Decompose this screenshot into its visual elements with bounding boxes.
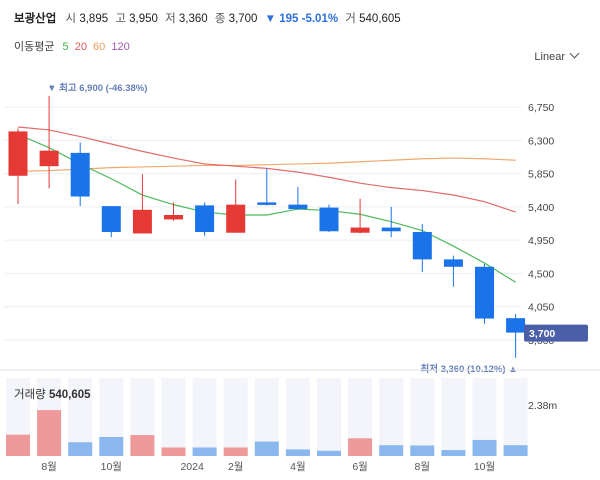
price-tick-label: 5,850 [528, 169, 554, 181]
volume-bar-bg [379, 378, 404, 456]
volume-bar [503, 445, 528, 456]
volume-bar-bg [503, 378, 528, 456]
price-tick-label: 5,400 [528, 202, 554, 214]
volume-bar [379, 445, 404, 456]
volume-bar [254, 441, 279, 456]
price-tick-label: 6,300 [528, 135, 554, 147]
candle-body [164, 214, 183, 220]
volume-bar-bg [161, 378, 186, 456]
candle-body [319, 207, 339, 232]
ma60-line [17, 157, 516, 172]
volume-bar [161, 447, 186, 456]
volume-bar-bg [410, 378, 435, 456]
moving-average-legend: 이동평균 5 20 60 120 [14, 38, 133, 54]
close-label: 종 [214, 13, 226, 25]
volume-value: 540,605 [359, 13, 401, 25]
volume-bar-bg [254, 378, 279, 456]
close-price: 3,700 [228, 13, 258, 25]
open-price: 3,895 [79, 13, 109, 25]
candle-body [475, 266, 494, 319]
volume-bar [6, 434, 30, 456]
volume-bar-bg [192, 378, 217, 456]
x-axis-label: 2024 [180, 461, 204, 473]
stock-name: 보광산업 [14, 13, 57, 25]
volume-bar [223, 447, 248, 456]
volume-bar-bg [223, 378, 248, 456]
stock-header: 보광산업 시 3,895 고 3,950 저 3,360 종 3,700 ▼ 1… [14, 10, 405, 26]
candle-body [506, 318, 526, 333]
candle-body [350, 227, 370, 233]
ma-legend-60[interactable]: 60 [93, 41, 106, 53]
volume-bar [285, 449, 310, 456]
current-price-tag [524, 324, 588, 342]
volume-bar [99, 436, 124, 456]
x-axis-label: 4월 [290, 461, 306, 473]
min-price-annotation: 최저 3,360 (10.12%) ▲ [420, 363, 517, 375]
x-axis-label: 2월 [228, 461, 244, 473]
volume-bar-bg [317, 378, 341, 456]
volume-bar [410, 445, 435, 456]
candle-body [443, 259, 463, 267]
open-label: 시 [65, 13, 77, 25]
ma-legend-title: 이동평균 [14, 41, 55, 53]
candle-body [70, 152, 90, 197]
candle-body [132, 209, 152, 234]
volume-bar [37, 410, 62, 456]
change-amount: 195 [279, 13, 299, 25]
price-tick-label: 4,050 [528, 302, 554, 314]
candle-body [39, 150, 59, 167]
volume-label: 거 [345, 13, 356, 25]
volume-bar [317, 450, 341, 456]
current-price-tag-label: 3,700 [529, 328, 555, 340]
candle-body [226, 204, 246, 233]
low-price: 3,360 [178, 13, 208, 25]
change-percent: -5.01% [301, 13, 339, 25]
volume-bar-bg [441, 378, 466, 456]
volume-bar [441, 450, 466, 456]
price-tick-label: 4,500 [528, 268, 554, 280]
ma-legend-120[interactable]: 120 [111, 41, 130, 53]
volume-axis-label: 2.38m [528, 400, 557, 412]
candle-body [412, 232, 432, 260]
candle-body [101, 206, 121, 233]
change-down-icon: ▼ [264, 13, 277, 25]
x-axis-label: 8월 [41, 461, 57, 473]
candle-body [8, 131, 28, 176]
volume-title: 거래량 540,605 [14, 386, 91, 402]
low-label: 저 [165, 13, 176, 25]
x-axis-label: 10월 [101, 461, 122, 473]
price-tick-label: 6,750 [528, 102, 554, 114]
volume-bar [348, 438, 373, 456]
high-label: 고 [115, 13, 126, 25]
candle-body [288, 204, 308, 210]
volume-bar [130, 435, 155, 456]
ma-legend-20[interactable]: 20 [74, 41, 87, 53]
max-price-annotation: ▼ 최고 6,900 (-46.38%) [47, 82, 147, 94]
candle-body [381, 227, 401, 232]
price-tick-label: 4,950 [528, 235, 554, 247]
x-axis-label: 6월 [352, 461, 368, 473]
candle-body [257, 202, 277, 205]
volume-bar [472, 439, 497, 456]
volume-title-value: 540,605 [48, 389, 91, 401]
ma5-line [17, 133, 516, 283]
volume-bar [68, 442, 93, 456]
ma-legend-5[interactable]: 5 [62, 41, 69, 53]
volume-bar [192, 447, 217, 456]
x-axis-label: 10월 [474, 461, 495, 473]
volume-title-label: 거래량 [14, 389, 46, 401]
candle-body [195, 205, 215, 233]
x-axis-label: 8월 [415, 461, 431, 473]
high-price: 3,950 [129, 13, 158, 25]
volume-bar-bg [285, 378, 310, 456]
